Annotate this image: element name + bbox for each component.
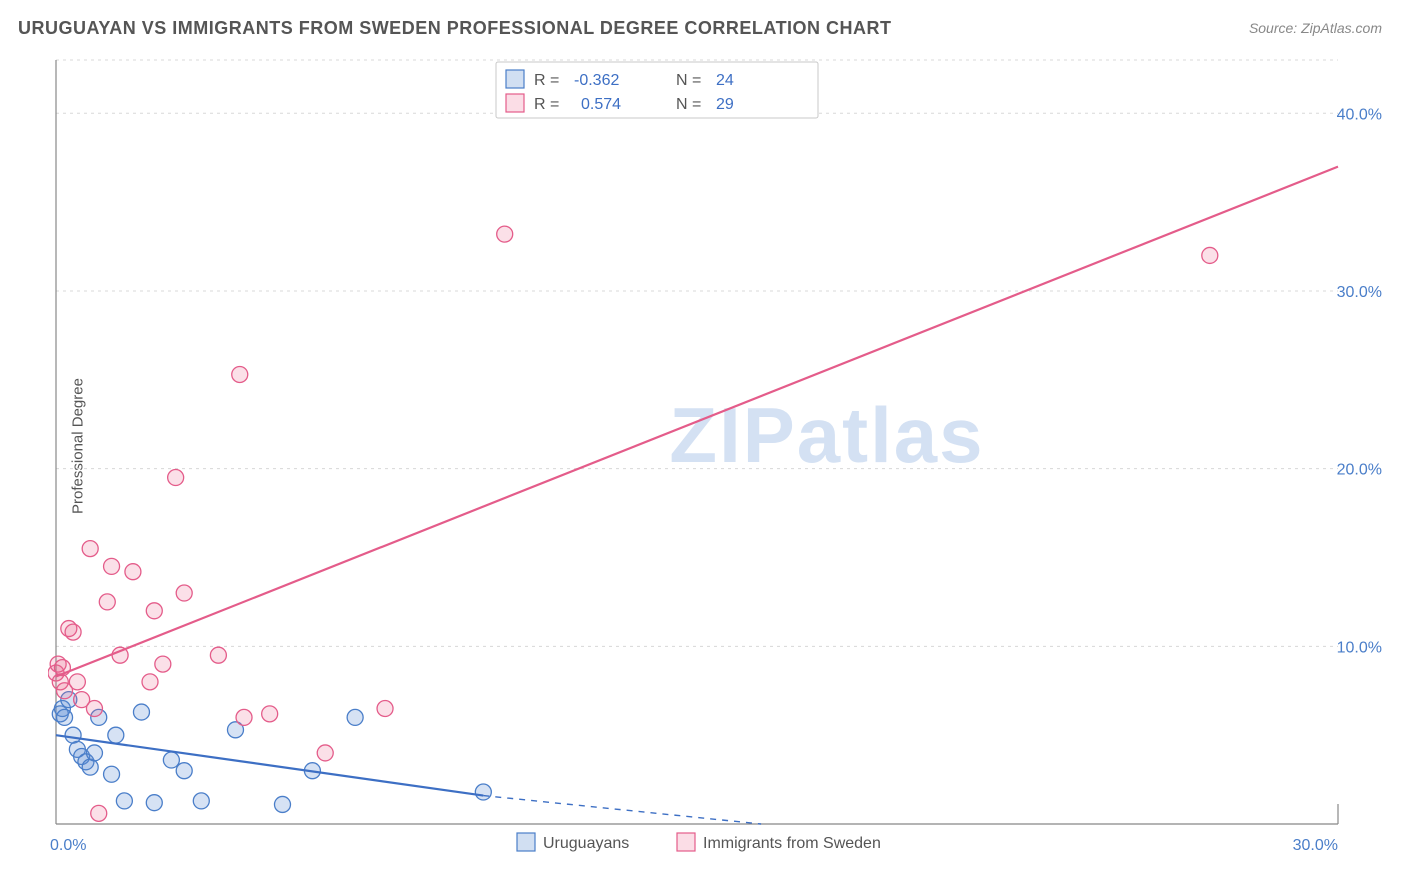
scatter-point (210, 647, 226, 663)
y-tick-label: 40.0% (1337, 106, 1382, 123)
scatter-point (236, 709, 252, 725)
scatter-point (146, 795, 162, 811)
scatter-point (163, 752, 179, 768)
x-tick-label: 0.0% (50, 837, 86, 854)
scatter-point (155, 656, 171, 672)
scatter-point (274, 796, 290, 812)
scatter-point (377, 701, 393, 717)
scatter-point (82, 541, 98, 557)
scatter-point (99, 594, 115, 610)
scatter-point (57, 709, 73, 725)
bottom-legend-swatch-sweden-icon (677, 833, 695, 851)
scatter-point (232, 366, 248, 382)
legend-n-label: N = (676, 96, 701, 113)
scatter-plot-svg: ZIPatlas 10.0% 20.0% 30.0% 40.0% 0.0% 30.0% R =… (48, 54, 1388, 862)
scatter-point (91, 805, 107, 821)
chart-title: URUGUAYAN VS IMMIGRANTS FROM SWEDEN PROF… (18, 18, 892, 39)
scatter-point (104, 558, 120, 574)
legend-n-label: N = (676, 72, 701, 89)
scatter-point (142, 674, 158, 690)
bottom-legend-swatch-uruguayans-icon (517, 833, 535, 851)
scatter-point (176, 763, 192, 779)
scatter-point (125, 564, 141, 580)
y-tick-label: 10.0% (1337, 639, 1382, 656)
bottom-legend-label-sweden: Immigrants from Sweden (703, 835, 881, 852)
scatter-point (133, 704, 149, 720)
legend-n-value-uruguayans: 24 (716, 72, 734, 89)
x-tick-label: 30.0% (1293, 837, 1338, 854)
scatter-point (82, 759, 98, 775)
y-tick-label: 20.0% (1337, 462, 1382, 479)
trend-line-uruguayans (56, 735, 483, 795)
scatter-point (108, 727, 124, 743)
legend-n-value-sweden: 29 (716, 96, 734, 113)
scatter-point (86, 701, 102, 717)
legend-r-value-uruguayans: -0.362 (574, 72, 619, 89)
scatter-point (65, 624, 81, 640)
scatter-point (116, 793, 132, 809)
chart-area: ZIPatlas 10.0% 20.0% 30.0% 40.0% 0.0% 30.0% R =… (48, 54, 1388, 862)
legend-swatch-uruguayans-icon (506, 70, 524, 88)
legend-r-label: R = (534, 72, 559, 89)
scatter-point (497, 226, 513, 242)
scatter-point (146, 603, 162, 619)
trend-line-sweden (56, 167, 1338, 677)
y-tick-label: 30.0% (1337, 284, 1382, 301)
scatter-point (69, 674, 85, 690)
bottom-legend-label-uruguayans: Uruguayans (543, 835, 629, 852)
legend-r-label: R = (534, 96, 559, 113)
scatter-point (104, 766, 120, 782)
scatter-point (317, 745, 333, 761)
scatter-point (86, 745, 102, 761)
scatter-point (193, 793, 209, 809)
scatter-point (475, 784, 491, 800)
legend-swatch-sweden-icon (506, 94, 524, 112)
scatter-point (1202, 247, 1218, 263)
trend-line-uruguayans-dash (483, 796, 761, 824)
legend-r-value-sweden: 0.574 (581, 96, 621, 113)
scatter-point (262, 706, 278, 722)
scatter-point (168, 470, 184, 486)
scatter-point (176, 585, 192, 601)
svg-text:ZIPatlas: ZIPatlas (669, 391, 984, 479)
scatter-point (65, 727, 81, 743)
source-attribution: Source: ZipAtlas.com (1249, 20, 1382, 36)
scatter-point (347, 709, 363, 725)
